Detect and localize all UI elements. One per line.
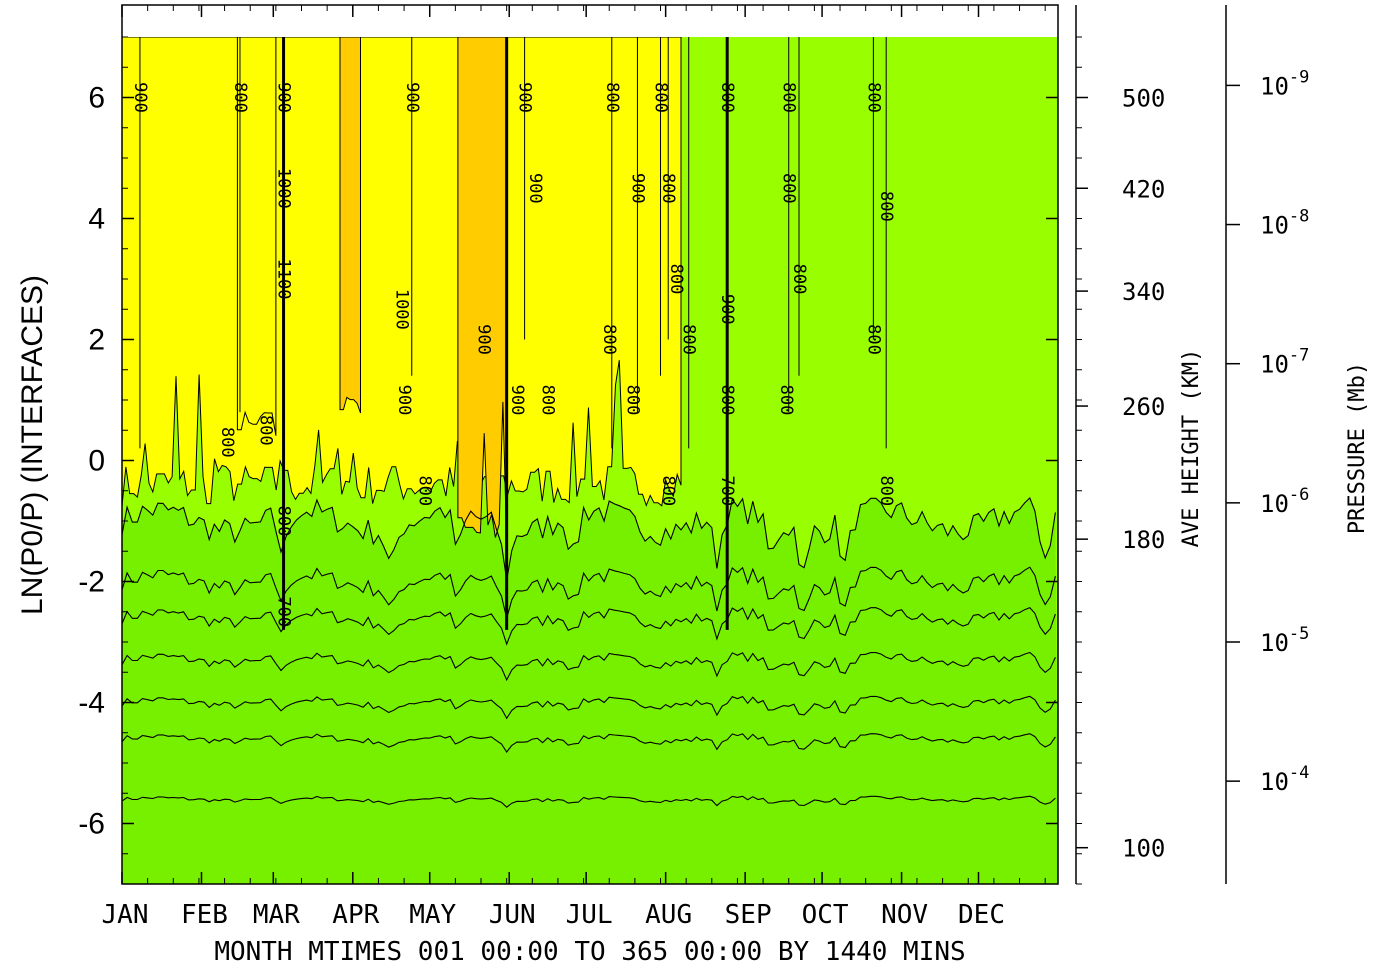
contour-label-36: 800 bbox=[876, 191, 896, 222]
contour-label-25: 800 bbox=[679, 324, 699, 355]
height-tick-label-2: 340 bbox=[1122, 278, 1165, 306]
x-tick-label-0: JAN bbox=[102, 900, 149, 930]
contour-label-23: 800 bbox=[658, 173, 678, 204]
contour-label-28: 900 bbox=[717, 294, 737, 325]
y-tick-label-1: 4 bbox=[88, 203, 105, 236]
x-tick-label-8: SEP bbox=[725, 900, 772, 930]
warm-region-3 bbox=[236, 37, 277, 436]
x-tick-label-4: MAY bbox=[409, 900, 456, 930]
x-tick-label-6: JUL bbox=[566, 900, 613, 930]
contour-lines bbox=[122, 37, 1056, 808]
x-tick-label-7: AUG bbox=[645, 900, 692, 930]
contour-label-13: 900 bbox=[474, 324, 494, 355]
contour-label-20: 900 bbox=[627, 173, 647, 204]
y-tick-label-3: 0 bbox=[88, 445, 105, 478]
contour-line-4 bbox=[122, 606, 1056, 646]
contour-label-3: 1000 bbox=[274, 168, 294, 209]
contour-label-15: 900 bbox=[525, 173, 545, 204]
warm-region-1 bbox=[457, 37, 508, 544]
pressure-tick-label-1: 10-8 bbox=[1260, 207, 1309, 240]
contour-label-4: 1100 bbox=[274, 259, 294, 300]
contour-label-14: 900 bbox=[515, 82, 535, 113]
contour-label-1: 800 bbox=[230, 82, 250, 113]
contour-label-8: 800 bbox=[256, 415, 276, 446]
contour-label-11: 900 bbox=[394, 385, 414, 416]
contour-label-21: 800 bbox=[622, 385, 642, 416]
pressure-tick-label-3: 10-6 bbox=[1260, 485, 1309, 518]
contour-label-24: 800 bbox=[666, 264, 686, 295]
contour-line-2 bbox=[122, 695, 1056, 720]
contour-fills bbox=[122, 37, 1058, 884]
x-tick-label-11: DEC bbox=[958, 900, 1005, 930]
contour-label-27: 800 bbox=[717, 82, 737, 113]
contour-label-5: 800 bbox=[274, 506, 294, 537]
warm-region-2 bbox=[339, 37, 361, 414]
x-axis-title: MONTH MTIMES 001 00:00 TO 365 00:00 BY 1… bbox=[214, 937, 965, 967]
height-tick-label-4: 180 bbox=[1122, 526, 1165, 554]
contour-line-1 bbox=[122, 733, 1056, 753]
pressure-tick-label-5: 10-4 bbox=[1260, 763, 1309, 796]
height-tick-label-1: 420 bbox=[1122, 175, 1165, 203]
contour-label-19: 800 bbox=[599, 324, 619, 355]
contour-label-22: 800 bbox=[651, 82, 671, 113]
contour-label-35: 800 bbox=[863, 82, 883, 113]
pressure-tick-label-4: 10-5 bbox=[1260, 624, 1309, 657]
height-tick-label-0: 500 bbox=[1122, 85, 1165, 113]
pressure-tick-label-2: 10-7 bbox=[1260, 346, 1309, 379]
warm-region-0 bbox=[122, 37, 682, 507]
x-tick-label-3: APR bbox=[332, 900, 379, 930]
contour-line-3 bbox=[122, 651, 1056, 682]
x-tick-label-5: JUN bbox=[489, 900, 536, 930]
contour-line-6 bbox=[122, 497, 1056, 581]
contour-label-17: 800 bbox=[538, 385, 558, 416]
contour-label-12: 800 bbox=[415, 475, 435, 506]
y-tick-label-6: -6 bbox=[78, 808, 105, 841]
y-tick-label-2: 2 bbox=[88, 324, 105, 357]
contour-band-6 bbox=[122, 498, 1058, 884]
contour-line-5 bbox=[122, 566, 1056, 619]
y-axis-title: LN(P0/P) (INTERFACES) bbox=[16, 275, 49, 615]
contour-labels: 900 800 900 1000 1100 800 700 800 800 900 1000 900 8… bbox=[130, 82, 896, 627]
contour-label-6: 700 bbox=[274, 596, 294, 627]
contour-line-0 bbox=[122, 795, 1056, 808]
contour-label-31: 800 bbox=[779, 82, 799, 113]
pressure-tick-label-0: 10-9 bbox=[1260, 67, 1309, 100]
contour-label-10: 1000 bbox=[392, 289, 412, 330]
y-tick-label-5: -4 bbox=[78, 687, 105, 720]
height-tick-label-5: 100 bbox=[1122, 835, 1165, 863]
contour-label-7: 800 bbox=[217, 427, 237, 458]
contour-label-34: 800 bbox=[776, 385, 796, 416]
height-tick-label-3: 260 bbox=[1122, 393, 1165, 421]
contour-label-18: 800 bbox=[602, 82, 622, 113]
y-tick-label-0: 6 bbox=[88, 82, 105, 115]
contour-label-0: 900 bbox=[130, 82, 150, 113]
contour-label-37: 800 bbox=[863, 324, 883, 355]
contour-label-9: 900 bbox=[402, 82, 422, 113]
contour-label-33: 800 bbox=[789, 264, 809, 295]
height-axis-title: AVE HEIGHT (KM) bbox=[1179, 349, 1204, 548]
contour-label-2: 900 bbox=[274, 82, 294, 113]
x-tick-label-9: OCT bbox=[802, 900, 849, 930]
plot-frame bbox=[121, 4, 1059, 885]
pressure-axis-title: PRESSURE (Mb) bbox=[1345, 362, 1370, 534]
contour-label-32: 800 bbox=[779, 173, 799, 204]
x-tick-label-1: FEB bbox=[181, 900, 228, 930]
x-tick-label-10: NOV bbox=[881, 900, 928, 930]
contour-label-29: 800 bbox=[717, 385, 737, 416]
y-tick-label-4: -2 bbox=[78, 566, 105, 599]
contour-label-30: 700 bbox=[717, 475, 737, 506]
contour-label-26: 800 bbox=[658, 475, 678, 506]
x-tick-label-2: MAR bbox=[253, 900, 300, 930]
contour-label-38: 800 bbox=[876, 475, 896, 506]
contour-label-16: 900 bbox=[507, 385, 527, 416]
